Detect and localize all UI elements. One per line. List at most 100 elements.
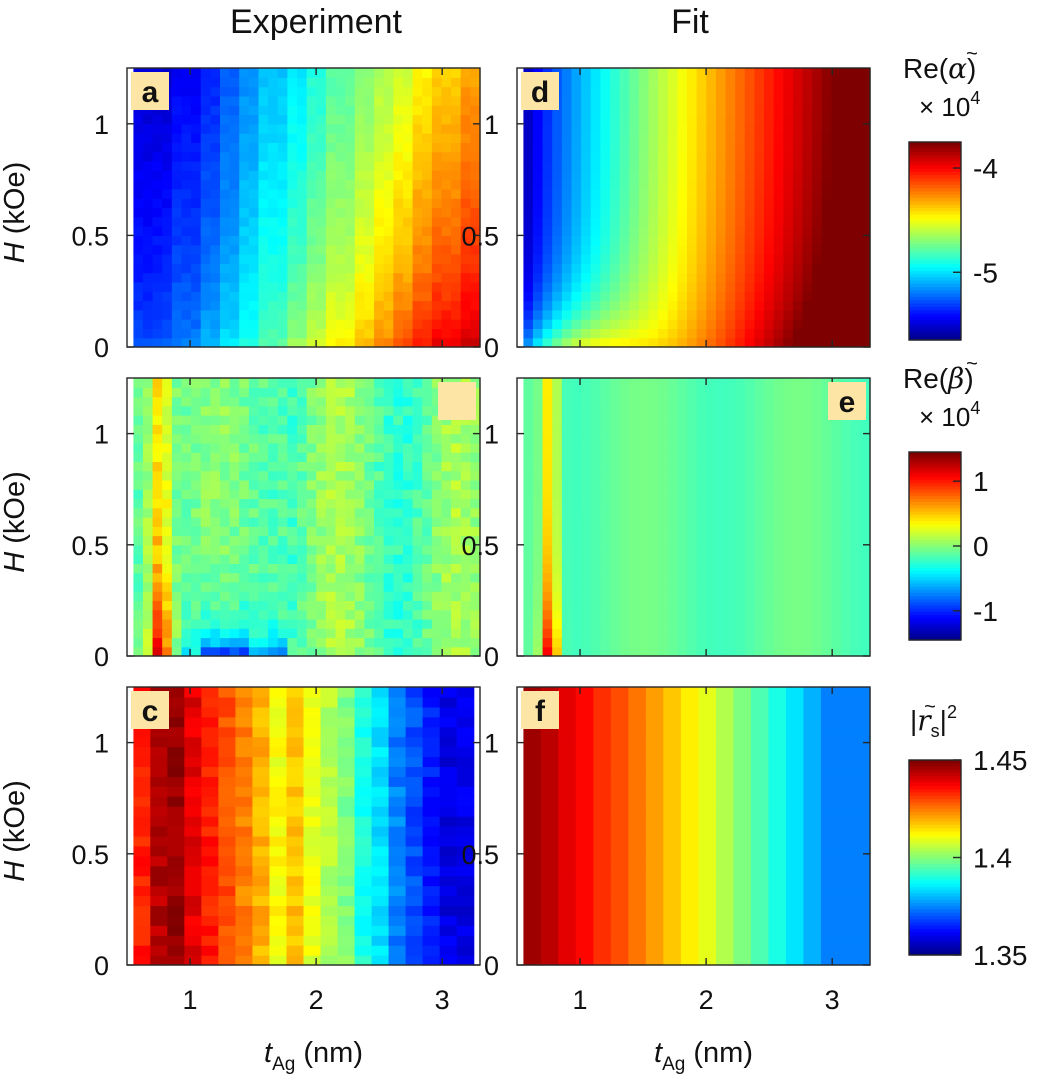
heatmap-cell (764, 461, 775, 472)
heatmap-cell (133, 442, 144, 453)
heatmap-cell (744, 77, 756, 88)
heatmap-cell (677, 263, 688, 274)
heatmap-cell (706, 526, 717, 537)
heatmap-cell (201, 766, 219, 777)
panel-b: 00.51H (kOe) (0, 377, 481, 672)
heatmap-cell (258, 405, 269, 416)
heatmap-cell (460, 142, 471, 153)
heatmap-cell (268, 142, 279, 153)
heatmap-cell (402, 319, 414, 329)
heatmap-cell (371, 687, 390, 698)
heatmap-cell (431, 637, 443, 648)
heatmap-cell (316, 517, 327, 527)
heatmap-cell (561, 646, 573, 657)
heatmap-cell (609, 489, 621, 500)
heatmap-cell (402, 498, 414, 509)
heatmap-cell (581, 263, 592, 274)
heatmap-cell (581, 489, 592, 500)
heatmap-cell (167, 756, 185, 768)
heatmap-cell (600, 535, 611, 546)
heatmap-cell (561, 535, 573, 546)
heatmap-cell (239, 235, 250, 246)
heatmap-cell (677, 77, 688, 88)
heatmap-cell (277, 479, 288, 490)
heatmap-cell (831, 517, 842, 527)
heatmap-cell (687, 133, 698, 143)
heatmap-cell (431, 161, 443, 171)
x-axis-label: tAg (nm) (264, 1037, 363, 1075)
heatmap-cell (133, 309, 144, 320)
heatmap-cell (422, 95, 433, 106)
heatmap-cell (609, 572, 621, 583)
heatmap-cell (470, 114, 481, 125)
heatmap-cell (297, 442, 308, 453)
heatmap-cell (658, 133, 669, 143)
heatmap-cell (658, 68, 669, 78)
heatmap-cell (841, 207, 852, 218)
heatmap-cell (277, 415, 288, 425)
heatmap-cell (184, 845, 202, 857)
heatmap-cell (200, 207, 211, 218)
heatmap-cell (850, 216, 861, 227)
heatmap-cell (831, 554, 842, 564)
heatmap-cell (258, 452, 269, 462)
heatmap-cell (460, 581, 471, 592)
heatmap-cell (441, 572, 452, 583)
heatmap-cell (200, 188, 211, 199)
heatmap-cell (715, 452, 727, 462)
heatmap-cell (218, 875, 237, 887)
heatmap-cell (600, 544, 611, 555)
heatmap-cell (773, 461, 784, 472)
heatmap-cell (229, 188, 240, 199)
heatmap-cell (667, 142, 678, 153)
heatmap-cell (460, 498, 471, 509)
heatmap-cell (460, 415, 471, 425)
heatmap-cell (754, 123, 765, 134)
heatmap-cell (181, 114, 192, 125)
heatmap-cell (133, 142, 144, 153)
heatmap-cell (393, 161, 404, 171)
heatmap-cell (171, 170, 183, 181)
heatmap-cell (354, 133, 366, 143)
heatmap-cell (619, 133, 630, 143)
heatmap-cell (239, 442, 250, 453)
heatmap-cell (451, 535, 462, 546)
heatmap-cell (320, 875, 339, 887)
heatmap-cell (248, 105, 260, 116)
heatmap-cell (706, 415, 717, 425)
heatmap-cell (337, 935, 356, 946)
heatmap-cell (439, 895, 458, 907)
heatmap-cell (269, 726, 288, 738)
heatmap-cell (277, 433, 288, 444)
heatmap-cell (460, 646, 471, 657)
heatmap-cell (316, 281, 327, 292)
heatmap-cell (441, 105, 452, 116)
heatmap-cell (383, 572, 394, 583)
heatmap-cell (248, 535, 260, 546)
heatmap-cell (821, 188, 833, 199)
heatmap-cell (383, 544, 394, 555)
heatmap-cell (152, 507, 163, 518)
heatmap-cell (792, 415, 804, 425)
heatmap-cell (258, 142, 269, 153)
heatmap-cell (542, 554, 553, 564)
heatmap-cell (133, 452, 144, 462)
heatmap-cell (162, 572, 173, 583)
heatmap-cell (142, 526, 154, 537)
heatmap-cell (677, 554, 688, 564)
heatmap-cell (219, 161, 231, 171)
panel-c: 1 2 300.51H (kOe)tAg (nm)c (0, 686, 481, 1075)
heatmap-cell (764, 387, 775, 398)
heatmap-cell (658, 535, 669, 546)
heatmap-cell (696, 544, 707, 555)
heatmap-cell (277, 142, 288, 153)
heatmap-cell (268, 272, 279, 283)
heatmap-cell (258, 517, 269, 527)
heatmap-cell (783, 207, 794, 218)
heatmap-cell (783, 123, 794, 134)
heatmap-cell (239, 170, 250, 181)
heatmap-cell (210, 479, 221, 490)
heatmap-cell (542, 387, 553, 398)
heatmap-cell (364, 123, 375, 134)
heatmap-cell (303, 885, 322, 897)
